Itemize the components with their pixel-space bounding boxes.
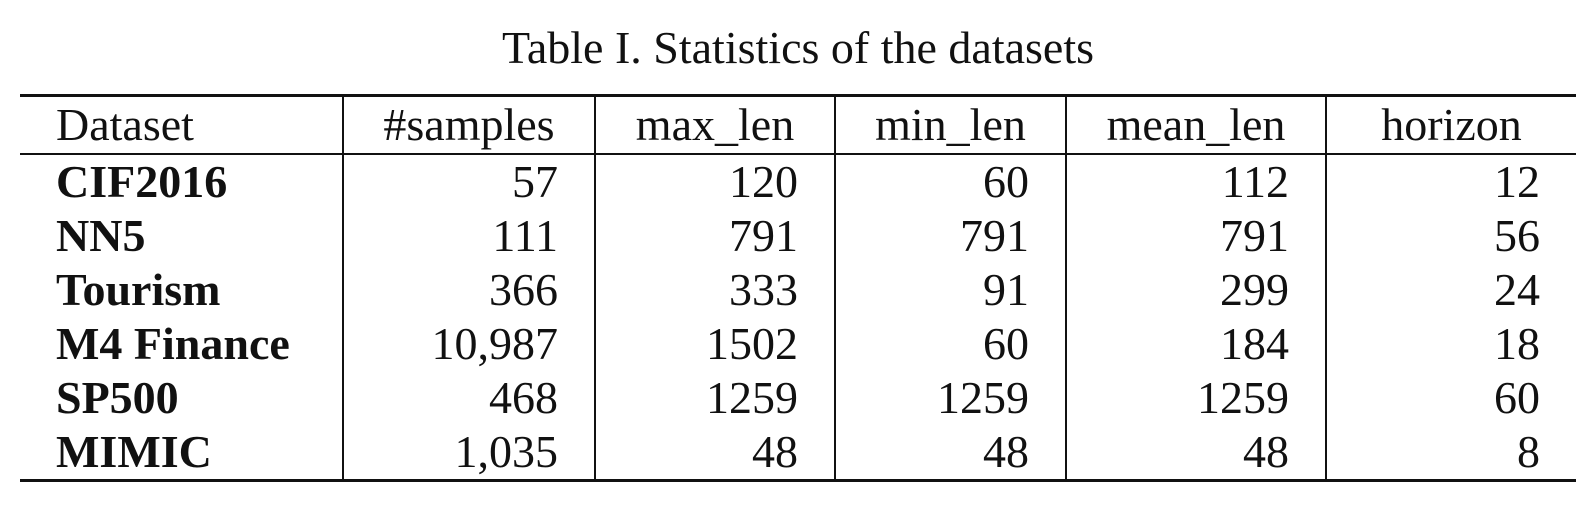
- horizon-cell: 60: [1325, 371, 1576, 425]
- table-row: SP500 468 1259 1259 1259 60: [20, 371, 1576, 425]
- header-row: Dataset #samples max_len min_len mean_le…: [20, 95, 1576, 155]
- max-len-cell: 1502: [594, 317, 835, 371]
- table-body: CIF2016 57 120 60 112 12 NN5 111 791 791…: [20, 154, 1576, 481]
- min-len-cell: 1259: [834, 371, 1066, 425]
- samples-cell: 468: [342, 371, 595, 425]
- header-max-len: max_len: [594, 95, 835, 155]
- mean-len-cell: 791: [1065, 209, 1326, 263]
- table-row: Tourism 366 333 91 299 24: [20, 263, 1576, 317]
- table-row: M4 Finance 10,987 1502 60 184 18: [20, 317, 1576, 371]
- dataset-name: MIMIC: [56, 426, 212, 477]
- samples-cell: 366: [342, 263, 595, 317]
- header-dataset: Dataset: [20, 95, 343, 155]
- min-len-cell: 48: [834, 425, 1066, 481]
- statistics-table: Dataset #samples max_len min_len mean_le…: [20, 94, 1576, 482]
- table-row: NN5 111 791 791 791 56: [20, 209, 1576, 263]
- mean-len-cell: 112: [1065, 154, 1326, 209]
- samples-cell: 1,035: [342, 425, 595, 481]
- table-header: Dataset #samples max_len min_len mean_le…: [20, 95, 1576, 155]
- mean-len-cell: 48: [1065, 425, 1326, 481]
- max-len-cell: 333: [594, 263, 835, 317]
- horizon-cell: 8: [1325, 425, 1576, 481]
- statistics-table-container: Dataset #samples max_len min_len mean_le…: [20, 94, 1576, 482]
- min-len-cell: 60: [834, 154, 1066, 209]
- min-len-cell: 91: [834, 263, 1066, 317]
- samples-cell: 10,987: [342, 317, 595, 371]
- mean-len-cell: 184: [1065, 317, 1326, 371]
- dataset-name: SP500: [56, 372, 179, 423]
- table-row: MIMIC 1,035 48 48 48 8: [20, 425, 1576, 481]
- mean-len-cell: 1259: [1065, 371, 1326, 425]
- min-len-cell: 791: [834, 209, 1066, 263]
- samples-cell: 57: [342, 154, 595, 209]
- max-len-cell: 48: [594, 425, 835, 481]
- dataset-name: NN5: [56, 210, 146, 261]
- table-caption: Table I. Statistics of the datasets: [501, 22, 1095, 73]
- horizon-cell: 18: [1325, 317, 1576, 371]
- horizon-cell: 24: [1325, 263, 1576, 317]
- header-min-len: min_len: [834, 95, 1066, 155]
- dataset-name: CIF2016: [56, 156, 228, 207]
- samples-cell: 111: [342, 209, 595, 263]
- header-horizon: horizon: [1325, 95, 1576, 155]
- max-len-cell: 791: [594, 209, 835, 263]
- dataset-name: Tourism: [56, 264, 221, 315]
- max-len-cell: 120: [594, 154, 835, 209]
- dataset-name: M4 Finance: [56, 318, 290, 369]
- max-len-cell: 1259: [594, 371, 835, 425]
- min-len-cell: 60: [834, 317, 1066, 371]
- table-row: CIF2016 57 120 60 112 12: [20, 154, 1576, 209]
- header-mean-len: mean_len: [1065, 95, 1326, 155]
- mean-len-cell: 299: [1065, 263, 1326, 317]
- header-samples: #samples: [342, 95, 595, 155]
- horizon-cell: 56: [1325, 209, 1576, 263]
- horizon-cell: 12: [1325, 154, 1576, 209]
